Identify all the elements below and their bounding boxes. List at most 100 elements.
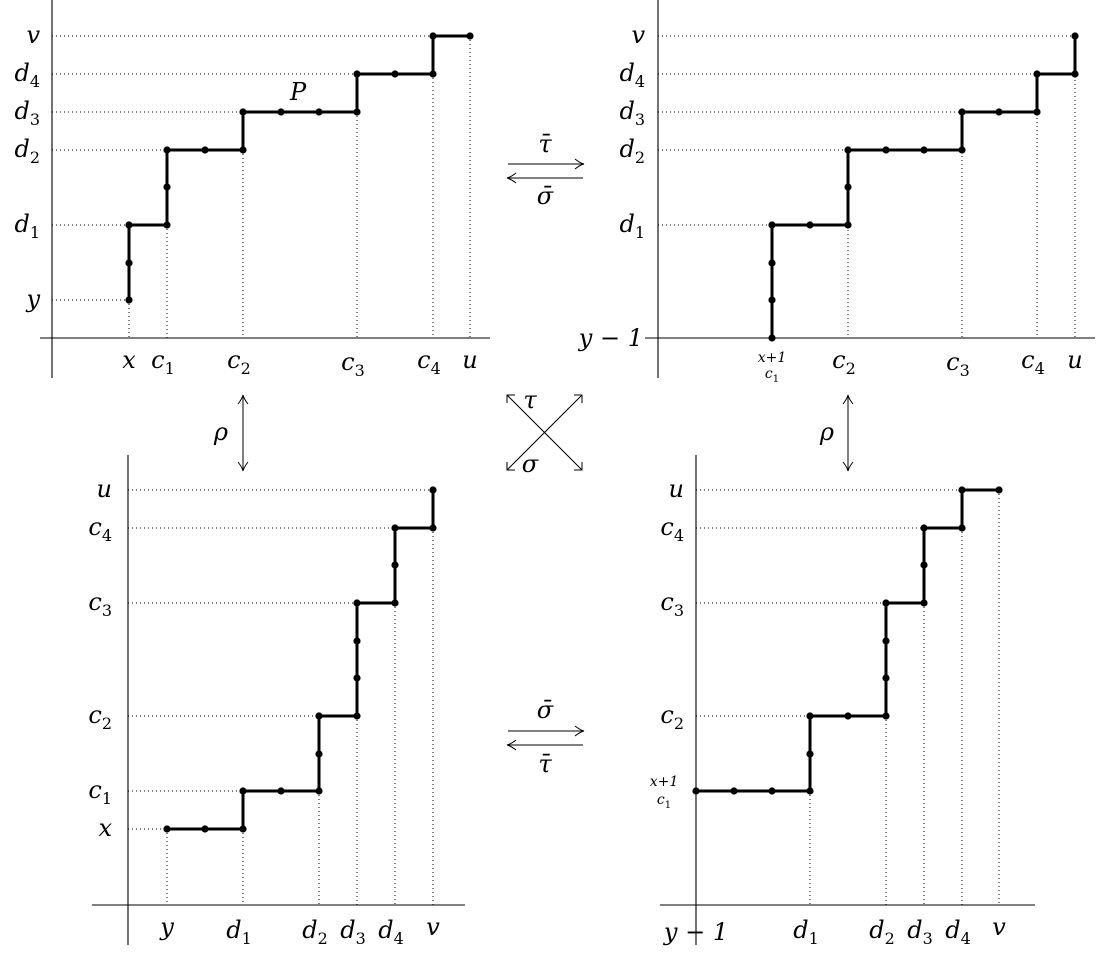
path-point bbox=[353, 70, 361, 78]
path-point bbox=[391, 599, 399, 607]
path-point bbox=[163, 221, 171, 229]
path-point bbox=[353, 599, 361, 607]
x-tick-label: u bbox=[1067, 346, 1082, 374]
x-tick-label: d2 bbox=[302, 916, 328, 948]
arrow-head bbox=[237, 394, 249, 405]
y-tick-label: c4 bbox=[660, 513, 684, 545]
path-point bbox=[1071, 32, 1079, 40]
x-tick-label: u bbox=[462, 346, 477, 374]
lattice-path bbox=[127, 34, 470, 300]
map-label-rho: ρ bbox=[213, 418, 228, 446]
path-point bbox=[353, 712, 361, 720]
y-tick-label: v bbox=[26, 21, 40, 49]
path-point bbox=[125, 221, 133, 229]
path-points bbox=[163, 486, 437, 833]
path-point bbox=[391, 524, 399, 532]
x-tick-label: d1 bbox=[226, 916, 252, 948]
path-point bbox=[163, 146, 171, 154]
path-point bbox=[806, 221, 814, 229]
path-point bbox=[995, 486, 1003, 494]
path-points bbox=[768, 32, 1079, 342]
x-tick-label: d1 bbox=[793, 916, 819, 948]
left-rho-arrow: ρ bbox=[213, 394, 249, 472]
y-tick-label: c4 bbox=[88, 513, 112, 545]
x-tick-label-stacked: x+1 bbox=[758, 350, 787, 366]
arrow-head bbox=[506, 739, 517, 751]
path-point bbox=[429, 70, 437, 78]
x-tick-label: c2 bbox=[227, 346, 251, 378]
path-point bbox=[958, 108, 966, 116]
path-point bbox=[882, 637, 890, 645]
path-point bbox=[429, 524, 437, 532]
path-point bbox=[920, 146, 928, 154]
y-tick-label: y − 1 bbox=[578, 324, 643, 352]
path-point bbox=[806, 712, 814, 720]
y-tick-label: v bbox=[631, 21, 645, 49]
arrow-head bbox=[574, 725, 585, 737]
lattice-path bbox=[696, 488, 999, 793]
top-arrow-pair: τ̄ σ̄ bbox=[506, 130, 585, 210]
path-points bbox=[125, 32, 474, 304]
path-point bbox=[1033, 70, 1041, 78]
arrow-head bbox=[842, 394, 854, 405]
diagonal-cross-arrows: τ σ bbox=[506, 386, 583, 478]
path-points bbox=[692, 486, 1003, 795]
path-point bbox=[315, 787, 323, 795]
x-tick-label: c1 bbox=[151, 346, 175, 378]
path-point bbox=[353, 637, 361, 645]
x-tick-label: v bbox=[992, 913, 1006, 941]
path-point bbox=[466, 32, 474, 40]
path-point bbox=[239, 787, 247, 795]
map-label-tau: τ bbox=[523, 386, 537, 414]
path-point bbox=[315, 750, 323, 758]
y-tick-label: d2 bbox=[14, 135, 40, 167]
y-tick-label: d3 bbox=[14, 97, 40, 129]
y-tick-label: d4 bbox=[14, 59, 40, 91]
x-tick-label: d2 bbox=[869, 916, 895, 948]
diagonal-arrow bbox=[506, 394, 583, 471]
lattice-path bbox=[167, 490, 435, 831]
path-label: P bbox=[289, 78, 307, 106]
arrow-head bbox=[842, 461, 854, 472]
right-rho-arrow: ρ bbox=[819, 394, 854, 472]
x-tick-label: y − 1 bbox=[663, 918, 728, 946]
map-label-sigma: σ bbox=[522, 450, 539, 478]
path-point bbox=[844, 712, 852, 720]
x-tick-label: d3 bbox=[907, 916, 933, 948]
y-tick-label-stacked: c1 bbox=[657, 792, 671, 811]
path-point bbox=[768, 221, 776, 229]
y-tick-label: y bbox=[25, 285, 40, 313]
path-point bbox=[958, 524, 966, 532]
path-point bbox=[730, 787, 738, 795]
path-point bbox=[429, 32, 437, 40]
path-point bbox=[882, 599, 890, 607]
path-point bbox=[239, 146, 247, 154]
arrow-head bbox=[237, 461, 249, 472]
path-point bbox=[1071, 70, 1079, 78]
path-point bbox=[1033, 108, 1041, 116]
path-point bbox=[353, 674, 361, 682]
map-label-sigma-bar: σ̄ bbox=[537, 696, 554, 724]
x-tick-label: c4 bbox=[417, 346, 441, 378]
x-tick-label: d3 bbox=[340, 916, 366, 948]
x-tick-label: y bbox=[159, 913, 174, 941]
x-tick-label: v bbox=[426, 913, 440, 941]
path-point bbox=[920, 561, 928, 569]
path-point bbox=[277, 108, 285, 116]
arrow-head bbox=[506, 394, 515, 403]
path-point bbox=[844, 221, 852, 229]
y-tick-label: d3 bbox=[619, 97, 645, 129]
x-tick-label: d4 bbox=[945, 916, 971, 948]
path-point bbox=[768, 296, 776, 304]
y-tick-label: d4 bbox=[619, 59, 645, 91]
path-point bbox=[768, 787, 776, 795]
path-point bbox=[806, 750, 814, 758]
path-point bbox=[391, 561, 399, 569]
y-tick-label: u bbox=[97, 475, 112, 503]
panel-bottom-right: y − 1 d1 d2 d3 d4 v x+1 c1 c2 c3 c4 u bbox=[650, 455, 1035, 948]
y-tick-label: d2 bbox=[619, 135, 645, 167]
path-point bbox=[692, 787, 700, 795]
arrow-head bbox=[506, 462, 515, 471]
y-tick-label: c2 bbox=[660, 701, 684, 733]
panel-bottom-left: y d1 d2 d3 d4 v x c1 c2 c3 c4 u bbox=[88, 455, 465, 948]
